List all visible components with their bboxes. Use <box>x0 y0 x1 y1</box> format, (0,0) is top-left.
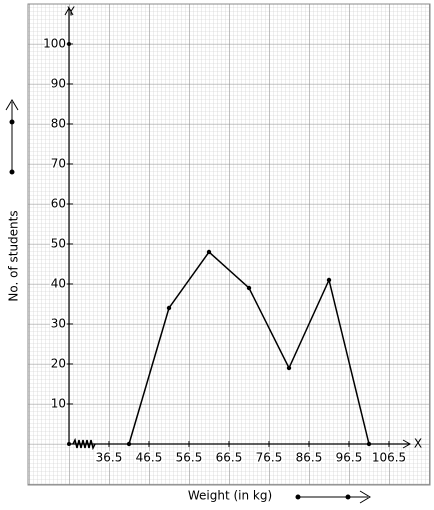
x-tick-label: 106.5 <box>372 451 406 465</box>
y-tick-label: 20 <box>51 357 66 371</box>
y-tick-label: 40 <box>51 277 66 291</box>
x-axis-title: Weight (in kg) <box>188 489 272 503</box>
point <box>246 285 252 291</box>
x-tick-label: 66.5 <box>216 451 243 465</box>
x-arrow <box>402 439 412 449</box>
point <box>126 441 132 447</box>
graph-paper <box>27 3 431 486</box>
point <box>326 277 332 283</box>
y-axis-letter: Y <box>66 5 75 19</box>
y-tick-label: 90 <box>51 77 66 91</box>
point <box>206 249 212 255</box>
x-tick-label: 96.5 <box>336 451 363 465</box>
y-tick-label: 50 <box>51 237 66 251</box>
y-top-dot <box>67 42 71 46</box>
y-tick-label: 100 <box>43 37 66 51</box>
x-tick-label: 86.5 <box>296 451 323 465</box>
point <box>166 305 172 311</box>
point <box>286 365 292 371</box>
y-tick-label: 80 <box>51 117 66 131</box>
y-tick-label: 70 <box>51 157 66 171</box>
point <box>366 441 372 447</box>
x-tick-label: 36.5 <box>96 451 123 465</box>
y-tick-label: 10 <box>51 397 66 411</box>
x-tick-label: 46.5 <box>136 451 163 465</box>
origin-dot <box>67 442 71 446</box>
y-axis-title: No. of students <box>7 210 21 301</box>
y-tick-label: 30 <box>51 317 66 331</box>
x-tick-label: 76.5 <box>256 451 283 465</box>
y-tick-label: 60 <box>51 197 66 211</box>
x-axis-letter: X <box>414 437 422 451</box>
x-tick-label: 56.5 <box>176 451 203 465</box>
y-arrow <box>64 6 74 16</box>
